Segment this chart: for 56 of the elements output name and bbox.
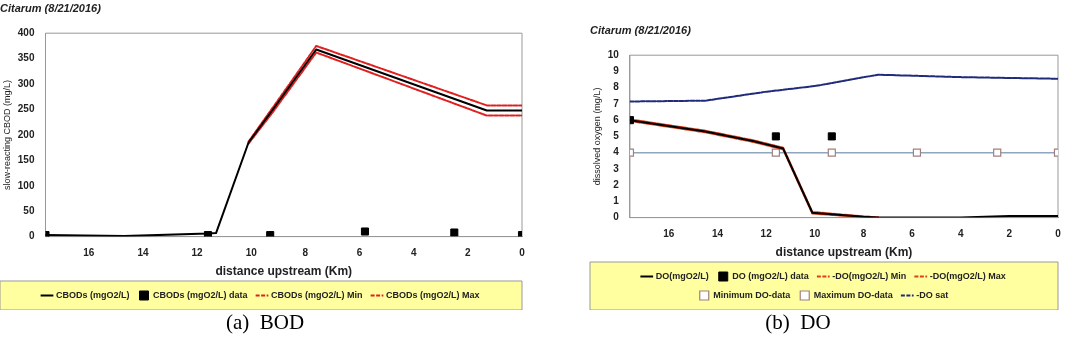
x-tick-label: 4 (410, 247, 417, 259)
y-tick-label: 200 (17, 128, 35, 140)
x-tick-label: 16 (663, 228, 675, 240)
legend-label: CBODs (mgO2/L) (55, 289, 130, 300)
legend-label: CBODs (mgO2/L) Max (386, 289, 480, 300)
y-tick-label: 9 (613, 65, 620, 77)
y-tick-label: 5 (613, 130, 620, 142)
legend-label: DO (mgO2/L) data (732, 270, 810, 281)
y-tick-label: 7 (613, 97, 620, 109)
y-tick-label: 8 (613, 81, 620, 93)
y-tick-label: 150 (17, 154, 35, 166)
x-tick-label: 12 (760, 228, 773, 240)
y-tick-label: 4 (613, 146, 620, 158)
x-tick-label: 2 (1006, 228, 1013, 240)
legend-label: -DO sat (916, 289, 949, 300)
legend-label: DO(mgO2/L) (655, 270, 709, 281)
y-tick-label: 350 (17, 52, 35, 64)
legend-label: -DO(mgO2/L) Max (929, 270, 1006, 281)
legend-label: Maximum DO-data (813, 289, 894, 300)
x-tick-label: 8 (860, 228, 867, 240)
chart-title: Citarum (8/21/2016) (590, 23, 692, 36)
x-tick-label: 16 (83, 247, 95, 259)
x-tick-label: 14 (711, 228, 724, 240)
x-tick-label: 0 (519, 247, 526, 259)
y-tick-label: 250 (17, 103, 35, 115)
y-tick-label: 6 (613, 113, 620, 125)
y-axis-title: dissolved oxygen (mg/L) (591, 87, 602, 186)
y-tick-label: 0 (613, 211, 620, 223)
y-tick-label: 1 (613, 195, 620, 207)
y-tick-label: 3 (613, 162, 620, 174)
legend-label: CBODs (mgO2/L) data (152, 289, 249, 300)
y-tick-label: 10 (607, 48, 620, 60)
chart-title: Citarum (8/21/2016) (0, 1, 102, 14)
text: (b) DO (764, 310, 832, 335)
y-axis-title: slow-reacting CBOD (mg/L) (1, 79, 12, 190)
y-tick-label: 2 (613, 178, 620, 190)
x-tick-label: 10 (809, 228, 821, 240)
legend-label: Minimum DO-data (713, 289, 792, 300)
y-tick-label: 100 (17, 179, 35, 191)
legend-label: CBODs (mgO2/L) Min (271, 289, 363, 300)
x-tick-label: 0 (1055, 228, 1062, 240)
x-tick-label: 10 (245, 247, 258, 259)
x-tick-label: 12 (191, 247, 204, 259)
x-tick-label: 14 (137, 247, 149, 259)
y-tick-label: 300 (17, 77, 35, 89)
x-tick-label: 2 (465, 247, 472, 259)
y-tick-label: 400 (17, 26, 35, 38)
x-axis-title: distance upstream (Km) (215, 264, 353, 279)
x-tick-label: 8 (302, 247, 309, 259)
x-axis-title: distance upstream (Km) (775, 245, 913, 260)
text: (a) BOD (224, 310, 306, 335)
x-tick-label: 6 (909, 228, 916, 240)
y-tick-label: 50 (23, 204, 35, 216)
legend-label: -DO(mgO2/L) Min (832, 270, 907, 281)
x-tick-label: 4 (957, 228, 964, 240)
x-tick-label: 6 (356, 247, 363, 259)
